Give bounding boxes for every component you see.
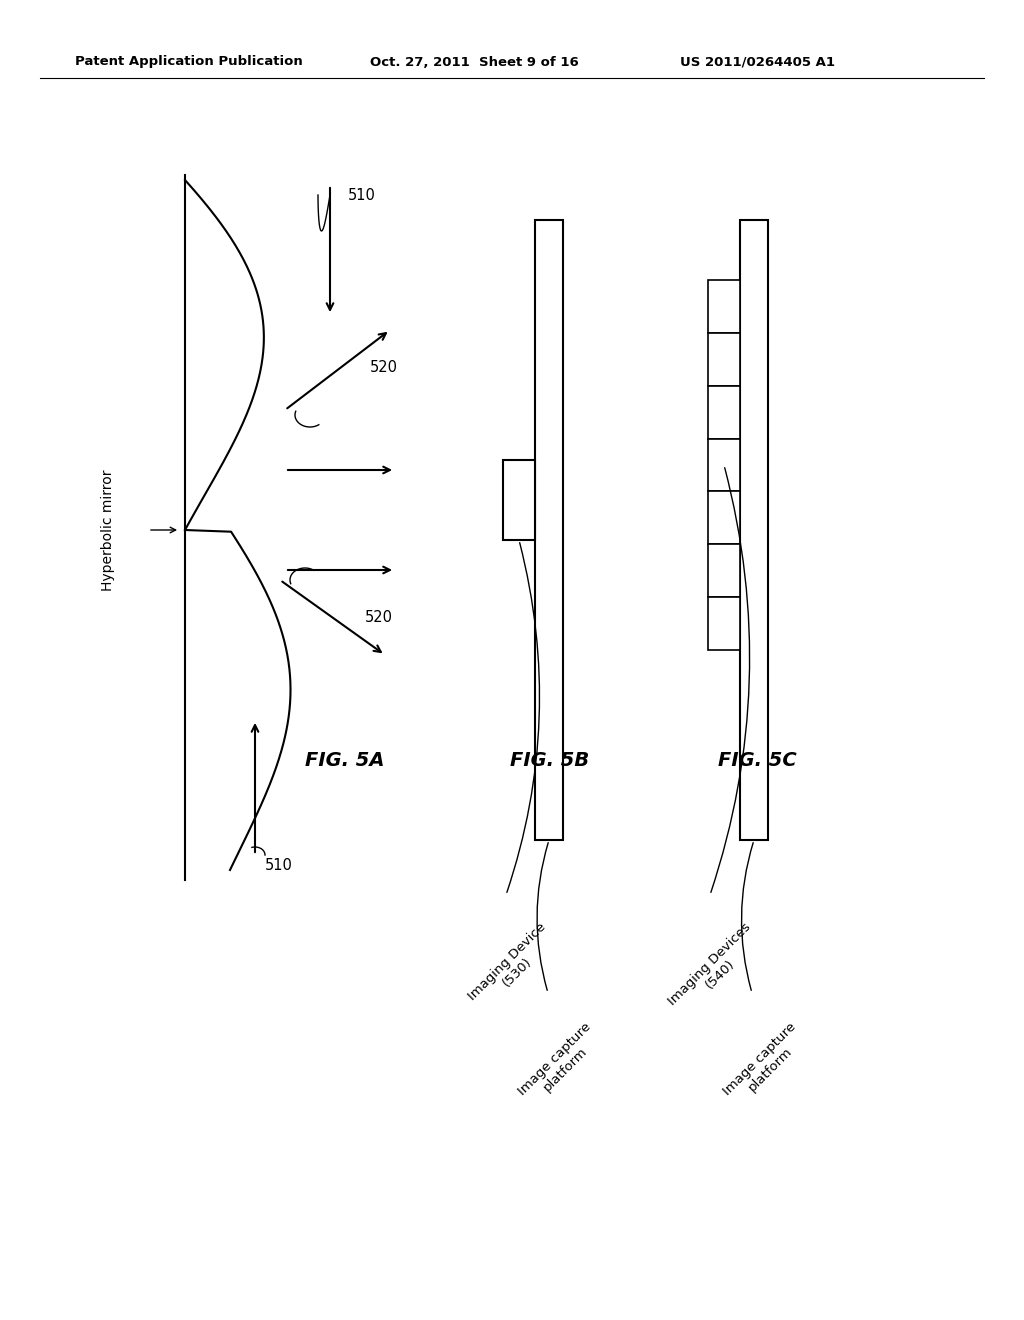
Bar	[708, 491, 740, 544]
Text: US 2011/0264405 A1: US 2011/0264405 A1	[680, 55, 835, 69]
Text: Image capture
platform: Image capture platform	[516, 1020, 604, 1109]
Text: Hyperbolic mirror: Hyperbolic mirror	[101, 469, 115, 591]
Bar	[708, 597, 740, 649]
Text: 520: 520	[370, 360, 398, 375]
Text: Oct. 27, 2011  Sheet 9 of 16: Oct. 27, 2011 Sheet 9 of 16	[370, 55, 579, 69]
Bar	[708, 385, 740, 438]
Bar	[535, 220, 563, 840]
Text: FIG. 5B: FIG. 5B	[510, 751, 589, 770]
Bar	[708, 544, 740, 597]
Text: Imaging Devices
(540): Imaging Devices (540)	[666, 920, 764, 1018]
Bar	[740, 220, 768, 840]
Text: Image capture
platform: Image capture platform	[721, 1020, 809, 1109]
Bar	[503, 459, 535, 540]
Bar	[708, 438, 740, 491]
Bar	[708, 333, 740, 385]
Text: 510: 510	[348, 187, 376, 203]
Text: 510: 510	[265, 858, 293, 873]
Text: FIG. 5C: FIG. 5C	[718, 751, 797, 770]
Text: FIG. 5A: FIG. 5A	[305, 751, 384, 770]
Bar	[708, 280, 740, 333]
Text: Patent Application Publication: Patent Application Publication	[75, 55, 303, 69]
Text: Imaging Device
(530): Imaging Device (530)	[465, 920, 559, 1014]
Text: 520: 520	[365, 610, 393, 626]
